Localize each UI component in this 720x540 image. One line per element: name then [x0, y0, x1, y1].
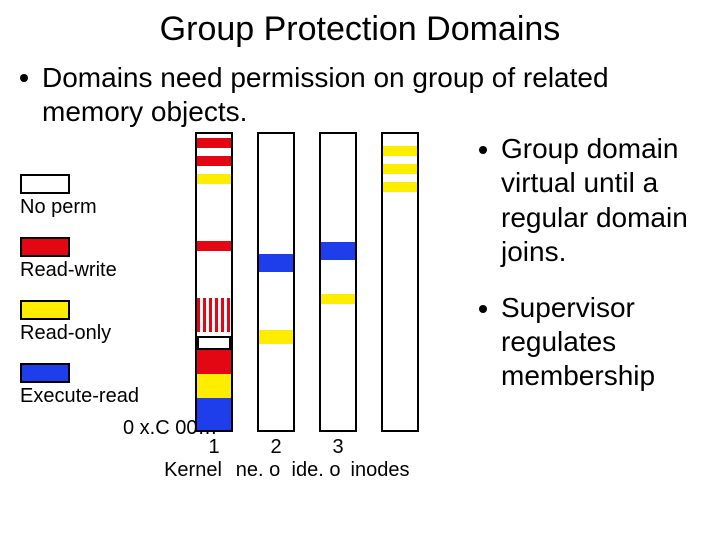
memory-column — [319, 132, 357, 432]
column-numbers: 123 — [195, 436, 475, 459]
bullet-dot-icon — [20, 74, 28, 82]
memory-segment — [197, 156, 231, 166]
right-bullet-1: Group domain virtual until a regular dom… — [479, 132, 700, 269]
memory-segment — [321, 294, 355, 304]
right-bullets: Group domain virtual until a regular dom… — [475, 132, 700, 482]
legend-label-read-only: Read-only — [20, 322, 185, 345]
page-title: Group Protection Domains — [20, 10, 700, 49]
swatch-no-perm — [20, 174, 70, 194]
memory-column — [381, 132, 419, 432]
memory-column — [195, 132, 233, 432]
column-name: inodes — [345, 459, 415, 482]
right-bullet-1-text: Group domain virtual until a regular dom… — [501, 132, 700, 269]
legend-item-read-write: Read-write — [20, 237, 185, 282]
main-bullet-row: Domains need permission on group of rela… — [20, 61, 700, 128]
memory-segment — [197, 298, 231, 332]
swatch-execute-read — [20, 363, 70, 383]
memory-segment — [383, 164, 417, 174]
memory-segment — [383, 182, 417, 192]
memory-segment — [259, 254, 293, 272]
column-name: ne. o — [229, 459, 287, 482]
memory-segment — [197, 241, 231, 251]
memory-column — [257, 132, 295, 432]
legend-item-read-only: Read-only — [20, 300, 185, 345]
lower-row: No perm Read-write Read-only Execute-rea… — [20, 132, 700, 482]
right-bullet-2: Supervisor regulates membership — [479, 291, 700, 393]
legend-label-execute-read: Execute-read — [20, 385, 185, 408]
right-bullet-2-text: Supervisor regulates membership — [501, 291, 700, 393]
legend-label-no-perm: No perm — [20, 196, 185, 219]
memory-segment — [197, 138, 231, 148]
memory-segment — [259, 330, 293, 344]
memory-segment — [197, 336, 231, 350]
column-name: ide. o — [287, 459, 345, 482]
legend-item-execute-read: Execute-read — [20, 363, 185, 408]
memory-segment — [197, 350, 231, 374]
main-bullet-text: Domains need permission on group of rela… — [42, 61, 700, 128]
memory-chart: 0 x.C 00… — [195, 132, 475, 432]
memory-segment — [321, 242, 355, 260]
column-number — [381, 436, 419, 459]
column-number: 2 — [257, 436, 295, 459]
bullet-dot-icon — [479, 146, 487, 154]
column-name: Kernel — [157, 459, 229, 482]
memory-segment — [197, 174, 231, 184]
bullet-dot-icon — [479, 305, 487, 313]
memory-segment — [197, 398, 231, 430]
swatch-read-write — [20, 237, 70, 257]
legend-item-no-perm: No perm — [20, 174, 185, 219]
column-names: Kernelne. oide. oinodes — [157, 459, 475, 482]
memory-segment — [197, 374, 231, 398]
memory-segment — [383, 146, 417, 156]
chart-area: 0 x.C 00… 123 Kernelne. oide. oinodes — [185, 132, 475, 482]
column-number: 3 — [319, 436, 357, 459]
legend-label-read-write: Read-write — [20, 259, 185, 282]
swatch-read-only — [20, 300, 70, 320]
